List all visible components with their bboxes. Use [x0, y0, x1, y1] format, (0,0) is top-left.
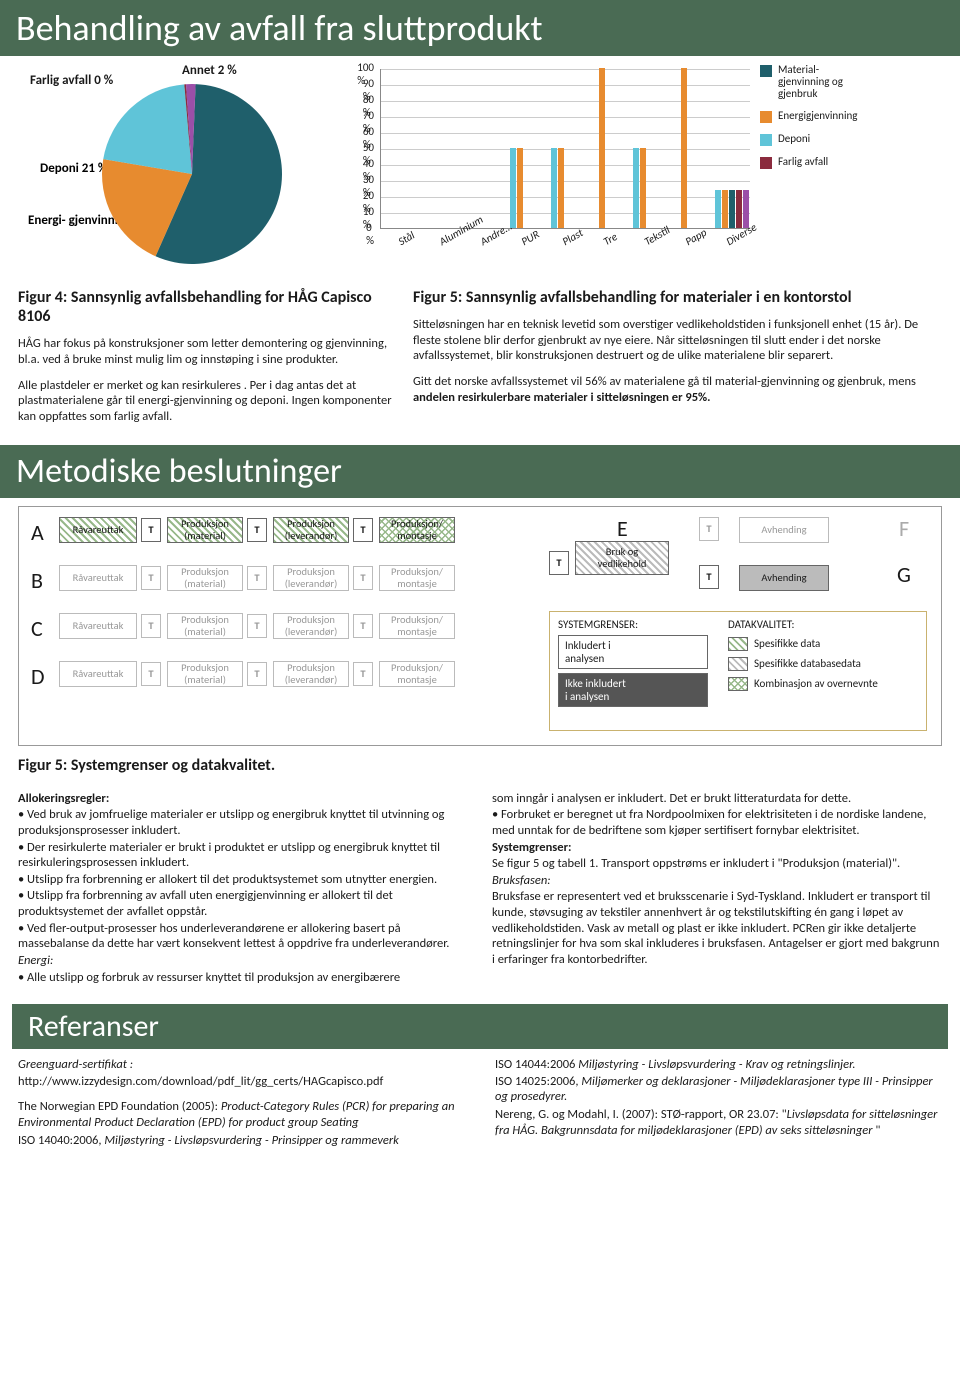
fig5a-p2: Gitt det norske avfallssystemet vil 56% …	[413, 374, 942, 405]
pie-svg	[102, 84, 282, 264]
fig5a-p1: Sitteløsningen har en teknisk levetid so…	[413, 317, 942, 364]
pie-label-annet: Annet 2 %	[182, 64, 237, 78]
methods-row: Allokeringsregler: • Ved bruk av jomfrue…	[0, 789, 960, 995]
methods-left: Allokeringsregler: • Ved bruk av jomfrue…	[18, 791, 468, 987]
refs-left: Greenguard-sertifikat : http://www.izzyd…	[18, 1057, 465, 1149]
fig-row-1: Figur 4: Sannsynlig avfallsbehandling fo…	[0, 274, 960, 445]
bar-chart: 0 %10 %20 %30 %40 %50 %60 %70 %80 %90 %1…	[330, 64, 948, 274]
pie-label-farlig: Farlig avfall 0 %	[30, 74, 113, 88]
methods-right: som inngår i analysen er inkludert. Det …	[492, 791, 942, 987]
fig5b-title: Figur 5: Systemgrenser og datakvalitet.	[18, 756, 942, 775]
pie-chart: Farlig avfall 0 % Annet 2 % Deponi 21 % …	[12, 64, 322, 274]
banner-refs: Referanser	[12, 1004, 948, 1049]
pie-label-deponi: Deponi 21 %	[40, 162, 107, 176]
fig5a-title: Figur 5: Sannsynlig avfallsbehandling fo…	[413, 288, 942, 307]
banner-waste: Behandling av avfall fra sluttprodukt	[0, 0, 960, 56]
fig4-title: Figur 4: Sannsynlig avfallsbehandling fo…	[18, 288, 393, 326]
refs-row: Greenguard-sertifikat : http://www.izzyd…	[0, 1057, 960, 1149]
fig4-p2: Alle plastdeler er merket og kan resirku…	[18, 378, 393, 425]
fig4-p1: HÅG har fokus på konstruksjoner som lett…	[18, 336, 393, 367]
refs-right: ISO 14044:2006 Miljøstyring - Livsløpsvu…	[495, 1057, 942, 1149]
system-diagram: ARåvareuttakTProduksjon (material)TProdu…	[18, 506, 942, 746]
diagram-wrap: ARåvareuttakTProduksjon (material)TProdu…	[0, 498, 960, 754]
charts-row: Farlig avfall 0 % Annet 2 % Deponi 21 % …	[0, 56, 960, 274]
banner-methods: Metodiske beslutninger	[0, 445, 960, 498]
bar-legend: Material- gjenvinning og gjenbrukEnergig…	[760, 64, 857, 179]
